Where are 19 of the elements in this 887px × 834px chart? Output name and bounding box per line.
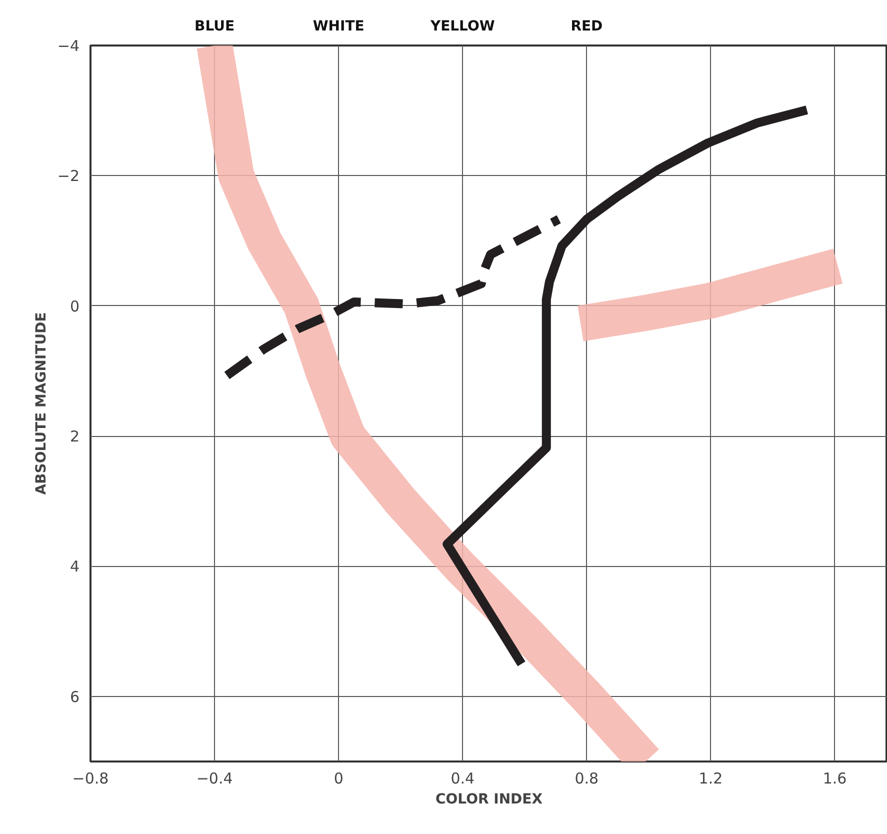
text: YELLOW xyxy=(429,18,495,34)
y-tick-label: 2 xyxy=(70,428,80,446)
x-tick-label: 0.8 xyxy=(574,770,599,788)
text: BLUE xyxy=(194,18,235,34)
y-tick-label: 0 xyxy=(70,297,80,316)
x-axis-title: COLOR INDEX xyxy=(435,792,543,808)
x-tick-label: 0 xyxy=(334,770,344,788)
x-tick-label: −0.4 xyxy=(196,770,233,788)
y-tick-label: 4 xyxy=(70,558,80,576)
x-tick-label: 1.6 xyxy=(822,770,847,788)
y-tick-label: −4 xyxy=(57,37,80,55)
y-tick-label: 6 xyxy=(70,688,80,706)
text: WHITE xyxy=(312,18,364,34)
x-tick-label: 0.4 xyxy=(450,770,475,788)
x-tick-label: 1.2 xyxy=(698,770,723,788)
y-axis-title: ABSOLUTE MAGNITUDE xyxy=(33,312,50,495)
text: RED xyxy=(570,18,603,34)
x-tick-label: −0.8 xyxy=(72,770,109,788)
y-tick-label: −2 xyxy=(57,167,80,186)
